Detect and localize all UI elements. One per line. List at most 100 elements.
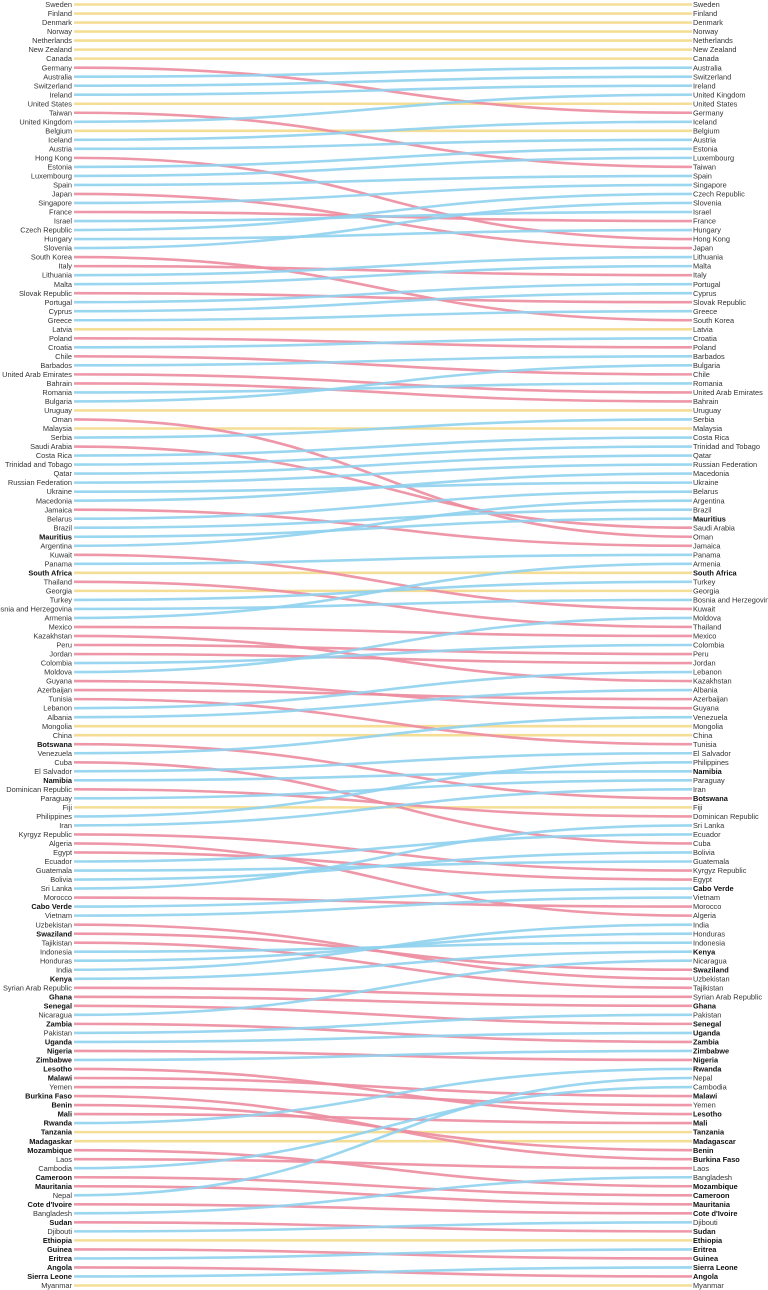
right-country-label: Bolivia <box>693 848 716 857</box>
left-country-label: Netherlands <box>32 36 72 45</box>
left-country-label: Georgia <box>46 586 73 595</box>
left-country-label: Kyrgyz Republic <box>19 830 73 839</box>
right-country-label: Estonia <box>693 144 719 153</box>
right-country-label: Italy <box>693 271 707 280</box>
connector-line <box>73 1004 693 1026</box>
right-country-label: Kenya <box>693 947 716 956</box>
connector-line <box>73 833 693 863</box>
connector-line <box>73 896 693 908</box>
connector-line <box>73 264 693 286</box>
left-country-label: Moldova <box>44 668 73 677</box>
left-country-label: Iceland <box>48 135 72 144</box>
right-country-label: Tanzania <box>693 1128 725 1137</box>
left-country-label: Croatia <box>48 343 73 352</box>
right-country-label: Botswana <box>693 794 729 803</box>
connector-line <box>73 463 693 484</box>
right-country-label: Lesotho <box>693 1110 722 1119</box>
left-country-label: Vietnam <box>45 911 72 920</box>
connector-line <box>73 670 693 710</box>
left-country-label: Honduras <box>40 956 72 965</box>
left-country-label: Djibouti <box>47 1227 72 1236</box>
left-country-label: Portugal <box>44 298 72 307</box>
left-country-label: Nepal <box>53 1191 73 1200</box>
right-country-label: Mali <box>693 1119 707 1128</box>
left-country-label: Mali <box>58 1110 72 1119</box>
right-country-label: Cote d'Ivoire <box>693 1209 737 1218</box>
right-country-label: Zimbabwe <box>693 1047 729 1056</box>
right-country-label: Croatia <box>693 334 718 343</box>
right-country-label: Uganda <box>693 1029 721 1038</box>
left-country-label: Botswana <box>37 740 73 749</box>
right-country-label: Mauritania <box>693 1200 731 1209</box>
right-country-label: Zambia <box>693 1038 720 1047</box>
right-country-label: Georgia <box>693 586 720 595</box>
connector-line <box>73 1022 693 1044</box>
right-country-label: Czech Republic <box>693 190 745 199</box>
right-country-label: Indonesia <box>693 938 726 947</box>
connector-line <box>73 742 693 800</box>
left-country-label: Syrian Arab Republic <box>3 983 72 992</box>
left-country-label: Mauritania <box>35 1182 73 1191</box>
connector-line <box>73 643 693 656</box>
left-country-label: Bosnia and Herzegovina <box>0 605 73 614</box>
left-country-label: Hungary <box>44 235 72 244</box>
left-country-label: Egypt <box>53 848 72 857</box>
left-country-label: El Salvador <box>34 767 72 776</box>
connector-line <box>73 1085 693 1170</box>
connector-line <box>73 1203 693 1215</box>
left-country-label: Canada <box>46 54 73 63</box>
left-country-label: Slovak Republic <box>19 289 72 298</box>
connector-lines <box>73 3 693 1287</box>
right-country-label: Lithuania <box>693 253 724 262</box>
right-country-label: Dominican Republic <box>693 812 759 821</box>
left-country-label: Spain <box>53 181 72 190</box>
left-country-label: Cabo Verde <box>31 902 72 911</box>
connector-line <box>73 923 693 972</box>
connector-line <box>73 1067 693 1116</box>
left-country-label: Algeria <box>49 839 73 848</box>
left-labels: SwedenFinlandDenmarkNorwayNetherlandsNew… <box>0 0 73 1290</box>
left-country-label: Senegal <box>44 1001 72 1010</box>
right-country-label: South Africa <box>693 568 738 577</box>
left-country-label: Azerbaijan <box>37 686 72 695</box>
left-country-label: Jordan <box>49 650 72 659</box>
right-country-label: Azerbaijan <box>693 695 728 704</box>
left-country-label: Mongolia <box>42 722 73 731</box>
connector-line <box>73 436 693 457</box>
connector-line <box>73 264 693 277</box>
left-country-label: Guatemala <box>36 866 73 875</box>
right-country-label: Djibouti <box>693 1218 718 1227</box>
left-country-label: Zimbabwe <box>36 1056 72 1065</box>
left-country-label: Cuba <box>54 758 73 767</box>
connector-line <box>73 499 693 548</box>
connector-line <box>73 932 693 972</box>
right-country-label: Namibia <box>693 767 723 776</box>
right-country-label: Cabo Verde <box>693 884 734 893</box>
left-country-label: Tanzania <box>41 1128 73 1137</box>
left-country-label: Sweden <box>45 0 72 9</box>
right-country-label: Egypt <box>693 875 712 884</box>
connector-line <box>73 688 693 701</box>
right-country-label: Uzbekistan <box>693 974 730 983</box>
connector-line <box>73 616 693 674</box>
connector-line <box>73 788 693 827</box>
right-country-label: Oman <box>693 532 713 541</box>
connector-line <box>73 147 693 169</box>
right-country-label: Kuwait <box>693 605 715 614</box>
connector-line <box>73 454 693 475</box>
right-country-label: Serbia <box>693 415 715 424</box>
right-country-label: Mozambique <box>693 1182 738 1191</box>
right-country-label: Macedonia <box>693 469 730 478</box>
left-country-label: Macedonia <box>36 496 73 505</box>
right-country-label: Ethiopia <box>693 1236 723 1245</box>
connector-line <box>73 336 693 349</box>
connector-line <box>73 1067 693 1125</box>
right-country-label: Guyana <box>693 704 720 713</box>
left-country-label: Austria <box>49 144 73 153</box>
right-country-label: Uruguay <box>693 406 721 415</box>
right-country-label: Burkina Faso <box>693 1155 740 1164</box>
left-country-label: Jamaica <box>44 505 72 514</box>
left-country-label: Indonesia <box>40 947 73 956</box>
connector-line <box>73 562 693 620</box>
right-country-label: Tajikistan <box>693 983 723 992</box>
